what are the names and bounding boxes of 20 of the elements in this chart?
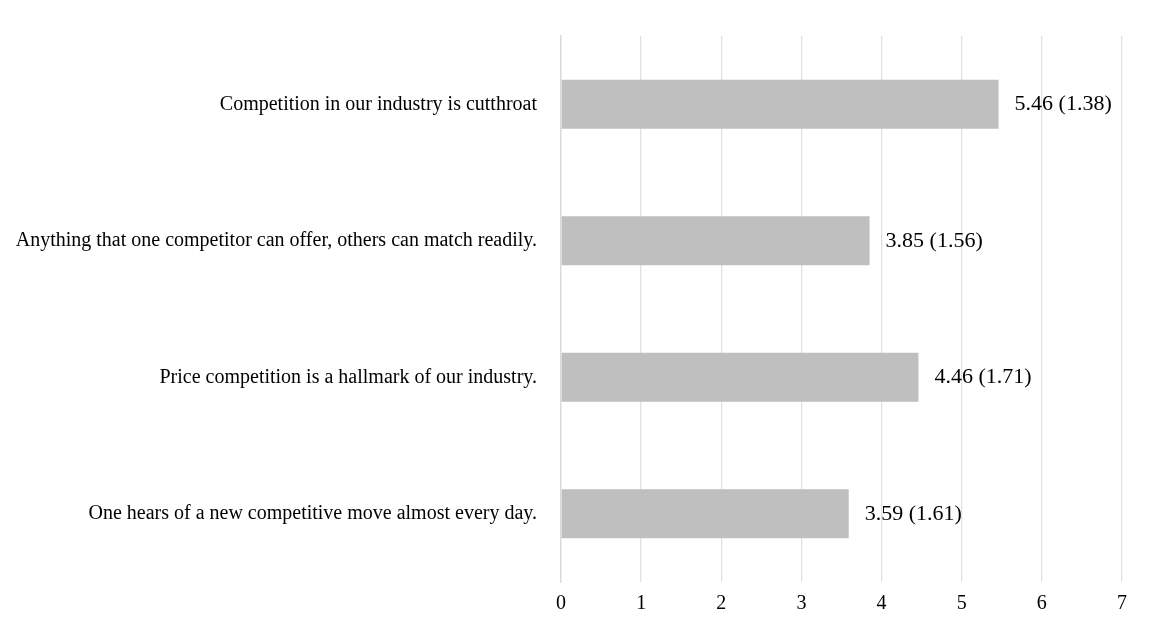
data-label: 3.85 (1.56) xyxy=(885,226,983,252)
y-tick-label: Price competition is a hallmark of our industry. xyxy=(159,364,537,388)
y-tick-label: One hears of a new competitive move almost every day. xyxy=(88,501,537,524)
x-tick-label: 1 xyxy=(636,591,647,614)
x-tick-label: 5 xyxy=(956,591,967,614)
bar xyxy=(561,352,919,402)
x-tick-label: 3 xyxy=(796,591,807,614)
x-tick-label: 7 xyxy=(1117,591,1127,614)
y-tick-label: Anything that one competitor can offer, others can match readily. xyxy=(15,228,537,251)
x-tick-label: 4 xyxy=(876,591,887,614)
x-tick-label: 0 xyxy=(556,591,566,614)
bar xyxy=(561,216,870,266)
data-label: 4.46 (1.71) xyxy=(934,363,1032,389)
x-tick-label: 6 xyxy=(1036,591,1047,614)
data-label: 3.59 (1.61) xyxy=(864,499,962,525)
y-tick-label: Competition in our industry is cutthroat xyxy=(219,91,538,115)
bar xyxy=(561,79,999,129)
bar xyxy=(561,489,849,539)
data-label: 5.46 (1.38) xyxy=(1014,90,1112,116)
x-tick-label: 2 xyxy=(716,591,727,614)
